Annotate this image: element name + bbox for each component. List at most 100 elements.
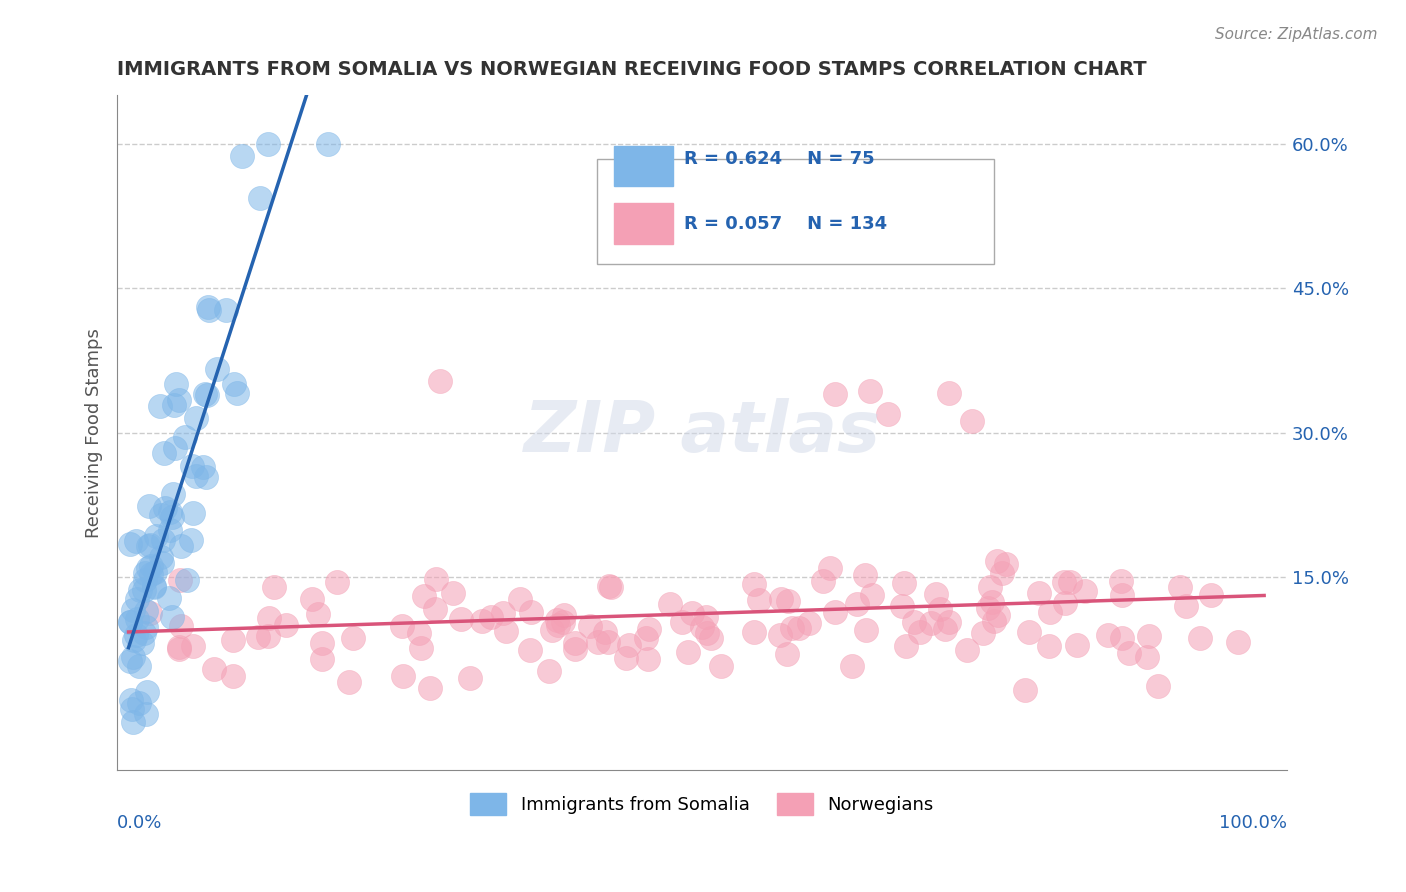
Point	[1118, 646, 1140, 660]
Point	[894, 639, 917, 653]
Point	[125, 612, 148, 626]
Point	[150, 508, 173, 522]
Point	[202, 662, 225, 676]
Point	[134, 573, 156, 587]
Point	[128, 696, 150, 710]
Text: ZIP atlas: ZIP atlas	[523, 398, 880, 467]
Text: Source: ZipAtlas.com: Source: ZipAtlas.com	[1215, 27, 1378, 42]
Point	[920, 615, 942, 630]
Point	[1189, 631, 1212, 645]
Point	[149, 399, 172, 413]
Point	[853, 567, 876, 582]
Point	[215, 302, 238, 317]
Point	[311, 652, 333, 666]
Point	[429, 374, 451, 388]
Point	[986, 554, 1008, 568]
Point	[135, 604, 157, 618]
Point	[860, 588, 883, 602]
Point	[520, 606, 543, 620]
Point	[770, 591, 793, 606]
Point	[153, 501, 176, 516]
Point	[671, 615, 693, 630]
Point	[538, 664, 561, 678]
Point	[413, 590, 436, 604]
Point	[197, 300, 219, 314]
Point	[824, 605, 846, 619]
Point	[170, 539, 193, 553]
Point	[316, 136, 339, 151]
Point	[249, 191, 271, 205]
Point	[658, 598, 681, 612]
Point	[274, 618, 297, 632]
Point	[547, 618, 569, 632]
Point	[994, 557, 1017, 571]
Point	[1053, 596, 1076, 610]
Point	[174, 430, 197, 444]
Point	[134, 566, 156, 580]
Point	[391, 619, 413, 633]
Point	[139, 559, 162, 574]
Point	[972, 625, 994, 640]
Text: IMMIGRANTS FROM SOMALIA VS NORWEGIAN RECEIVING FOOD STAMPS CORRELATION CHART: IMMIGRANTS FROM SOMALIA VS NORWEGIAN REC…	[117, 60, 1147, 78]
Point	[425, 601, 447, 615]
Point	[450, 612, 472, 626]
FancyBboxPatch shape	[596, 160, 994, 264]
Point	[120, 537, 142, 551]
Point	[425, 572, 447, 586]
Text: 100.0%: 100.0%	[1219, 814, 1286, 831]
Point	[301, 592, 323, 607]
Point	[419, 681, 441, 695]
Point	[782, 621, 804, 635]
Point	[1059, 574, 1081, 589]
Point	[165, 377, 187, 392]
Point	[903, 615, 925, 630]
Point	[191, 460, 214, 475]
Point	[181, 459, 204, 474]
Point	[614, 651, 637, 665]
Point	[135, 620, 157, 634]
Point	[1111, 574, 1133, 588]
Point	[598, 579, 620, 593]
Point	[183, 506, 205, 520]
Legend: Immigrants from Somalia, Norwegians: Immigrants from Somalia, Norwegians	[471, 793, 934, 814]
Point	[307, 607, 329, 621]
Point	[120, 693, 142, 707]
Point	[128, 659, 150, 673]
Point	[495, 624, 517, 639]
Point	[1111, 588, 1133, 602]
Point	[979, 580, 1001, 594]
Point	[163, 398, 186, 412]
Point	[1136, 650, 1159, 665]
Point	[194, 386, 217, 401]
Point	[256, 136, 278, 151]
Point	[231, 149, 253, 163]
Point	[564, 642, 586, 657]
Point	[162, 487, 184, 501]
Point	[1137, 629, 1160, 643]
Point	[934, 623, 956, 637]
Point	[169, 392, 191, 407]
Point	[553, 607, 575, 622]
Point	[619, 638, 641, 652]
FancyBboxPatch shape	[614, 146, 672, 186]
Text: R = 0.057    N = 134: R = 0.057 N = 134	[685, 215, 887, 233]
Text: 0.0%: 0.0%	[117, 814, 163, 831]
Point	[859, 384, 882, 398]
Point	[143, 565, 166, 579]
Point	[167, 640, 190, 655]
Point	[1028, 585, 1050, 599]
Point	[1097, 628, 1119, 642]
Point	[742, 625, 765, 640]
Point	[139, 607, 162, 621]
Point	[159, 505, 181, 519]
Point	[136, 561, 159, 575]
Point	[120, 615, 142, 629]
Point	[125, 534, 148, 549]
Point	[579, 619, 602, 633]
Point	[134, 583, 156, 598]
Point	[205, 361, 228, 376]
Point	[855, 623, 877, 637]
Point	[491, 606, 513, 620]
Point	[131, 636, 153, 650]
Point	[776, 594, 799, 608]
